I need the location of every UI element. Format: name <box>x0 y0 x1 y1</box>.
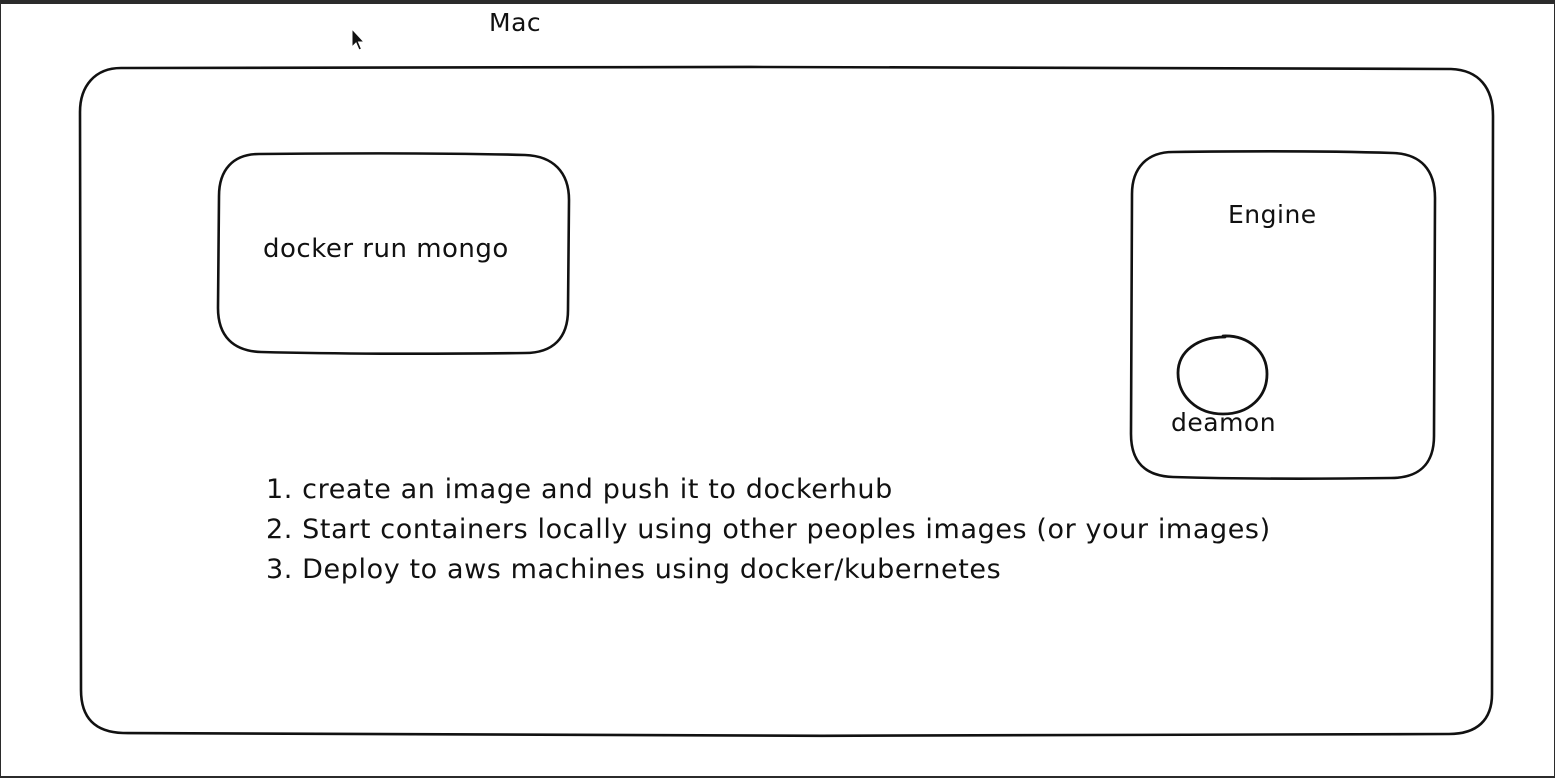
diagram-title: Mac <box>489 8 542 37</box>
list-item: 2. Start containers locally using other … <box>266 514 1271 545</box>
daemon-circle <box>1176 334 1269 416</box>
command-box-label: docker run mongo <box>263 234 509 264</box>
engine-box-label: Engine <box>1228 200 1317 229</box>
steps-list: 1. create an image and push it to docker… <box>266 470 1271 590</box>
list-item: 1. create an image and push it to docker… <box>266 474 893 505</box>
engine-box <box>1129 150 1437 480</box>
list-item: 3. Deploy to aws machines using docker/k… <box>266 554 1002 585</box>
command-box <box>216 152 571 355</box>
diagram-shapes <box>78 65 1495 738</box>
daemon-label: deamon <box>1171 408 1277 437</box>
mac-boundary <box>78 65 1495 738</box>
mouse-pointer-icon <box>351 28 365 51</box>
